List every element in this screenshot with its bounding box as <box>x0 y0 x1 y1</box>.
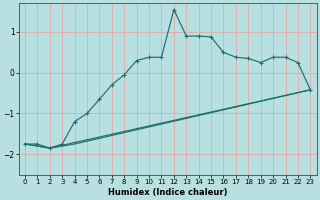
X-axis label: Humidex (Indice chaleur): Humidex (Indice chaleur) <box>108 188 228 197</box>
